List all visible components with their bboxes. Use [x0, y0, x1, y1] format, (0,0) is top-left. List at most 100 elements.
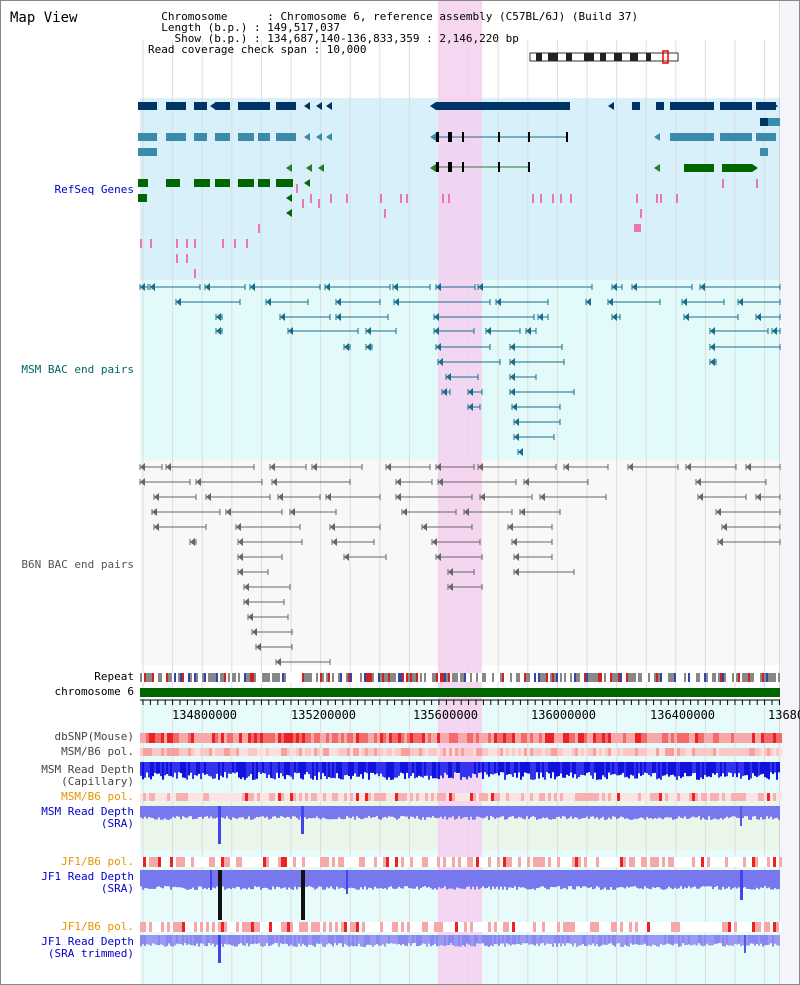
dbsnp-cell — [206, 733, 209, 743]
bac-end-marker — [270, 463, 275, 471]
depth-bar — [208, 762, 210, 776]
pol-cell — [407, 922, 410, 932]
pol-cell — [506, 857, 509, 867]
bac-end-marker — [288, 327, 293, 335]
msm-depth-sra-label[interactable]: MSM Read Depth — [41, 805, 134, 818]
depth-bar — [292, 870, 294, 890]
msm-b6-pol-label-1[interactable]: MSM/B6 pol. — [61, 745, 134, 758]
depth-bar — [592, 762, 594, 779]
depth-bar — [602, 762, 604, 776]
depth-bar — [726, 762, 728, 777]
depth-bar — [186, 935, 188, 945]
pol-cell — [386, 793, 389, 801]
depth-bar — [384, 870, 386, 889]
pol-cell — [434, 857, 437, 867]
gene-block — [276, 102, 296, 110]
dbsnp-cell — [149, 733, 152, 743]
pol-cell — [398, 922, 401, 932]
bac-end-marker — [276, 658, 281, 666]
depth-bar — [140, 870, 142, 887]
depth-bar — [480, 806, 482, 818]
depth-bar — [400, 870, 402, 889]
repeat-feature — [190, 673, 192, 682]
depth-bar — [348, 806, 350, 818]
jf1-depth-trimmed-label[interactable]: JF1 Read Depth — [41, 935, 134, 948]
pol-cell — [503, 748, 506, 756]
depth-bar — [554, 870, 556, 888]
msm-depth-capillary-label[interactable]: MSM Read Depth — [41, 763, 134, 776]
pol-cell — [575, 793, 578, 801]
pol-cell — [554, 857, 557, 867]
axis-tick-label: 134800000 — [172, 708, 238, 722]
pol-cell — [602, 857, 605, 867]
dbsnp-label[interactable]: dbSNP(Mouse) — [54, 730, 134, 743]
depth-bar — [658, 762, 660, 779]
pol-cell — [230, 857, 233, 867]
depth-bar — [376, 762, 378, 774]
dbsnp-cell — [449, 733, 452, 743]
pol-cell — [446, 922, 449, 932]
pol-cell — [173, 922, 176, 932]
depth-bar — [184, 806, 186, 818]
gene-block — [436, 102, 570, 110]
bac-end-marker — [518, 448, 523, 456]
bac-end-marker — [510, 358, 515, 366]
bac-end-marker — [432, 538, 437, 546]
gene-strand-arrow — [304, 102, 310, 110]
depth-bar — [728, 806, 730, 819]
refseq-genes-label[interactable]: RefSeq Genes — [54, 183, 134, 196]
depth-bar — [206, 935, 208, 947]
depth-bar — [332, 870, 334, 889]
pol-cell — [461, 922, 464, 932]
dbsnp-cell — [623, 733, 626, 743]
pol-cell — [170, 922, 173, 932]
depth-bar — [772, 806, 774, 820]
depth-bar — [364, 762, 366, 773]
depth-bar — [652, 870, 654, 888]
pol-cell — [428, 857, 431, 867]
repeat-feature — [140, 673, 142, 682]
dbsnp-cell — [287, 733, 290, 743]
pol-cell — [458, 748, 461, 756]
pol-cell — [509, 793, 512, 801]
pol-cell — [386, 857, 389, 867]
depth-bar — [174, 870, 176, 887]
depth-bar — [498, 762, 500, 776]
dbsnp-cell — [161, 733, 164, 743]
msm-b6-pol-label-2[interactable]: MSM/B6 pol. — [61, 790, 134, 803]
depth-bar — [690, 806, 692, 818]
jf1-b6-pol-label-1[interactable]: JF1/B6 pol. — [61, 855, 134, 868]
pol-cell — [701, 748, 704, 756]
jf1-b6-pol-label-2[interactable]: JF1/B6 pol. — [61, 920, 134, 933]
pol-cell — [518, 748, 521, 756]
depth-bar — [602, 870, 604, 890]
dbsnp-cell — [374, 733, 377, 743]
pol-cell — [167, 748, 170, 756]
msm-bac-label[interactable]: MSM BAC end pairs — [21, 363, 134, 376]
pol-cell — [236, 748, 239, 756]
pol-cell — [260, 857, 263, 867]
depth-bar — [278, 870, 280, 888]
pol-cell — [467, 857, 470, 867]
dbsnp-cell — [332, 733, 335, 743]
pol-cell — [335, 793, 338, 801]
pol-cell — [188, 922, 191, 932]
pol-cell — [527, 922, 530, 932]
depth-bar — [706, 870, 708, 887]
depth-bar — [630, 806, 632, 820]
gene-strand-arrow — [430, 102, 436, 110]
depth-bar — [644, 806, 646, 820]
repeat-feature — [196, 673, 198, 682]
ideogram-band — [630, 53, 638, 61]
snp-feature — [636, 194, 638, 203]
pol-cell — [617, 793, 620, 801]
gene-exon — [448, 162, 452, 172]
jf1-depth-sra-label[interactable]: JF1 Read Depth — [41, 870, 134, 883]
b6n-bac-label[interactable]: B6N BAC end pairs — [21, 558, 134, 571]
pol-cell — [641, 793, 644, 801]
depth-bar — [470, 806, 472, 817]
pol-cell — [284, 748, 287, 756]
repeat-feature — [282, 673, 284, 682]
depth-bar — [370, 935, 372, 946]
